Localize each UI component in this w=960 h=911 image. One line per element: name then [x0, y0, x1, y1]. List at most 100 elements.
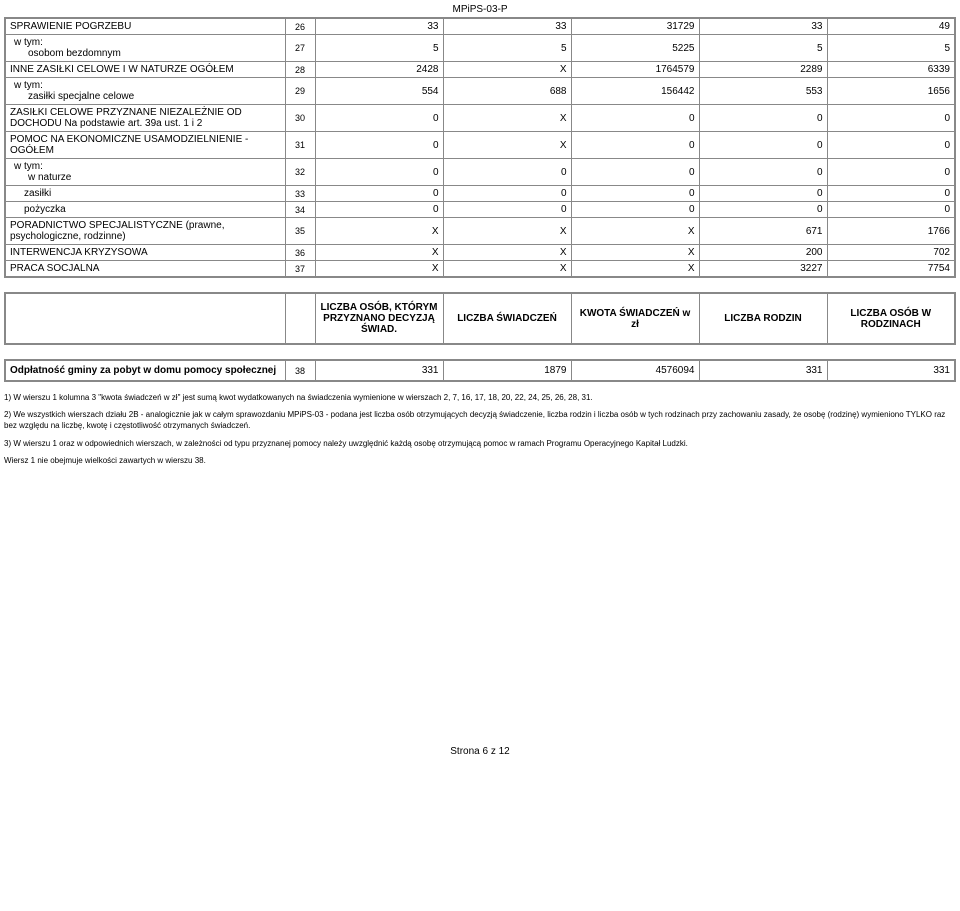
- cell: X: [315, 261, 443, 278]
- cell: X: [443, 62, 571, 78]
- row-label: INNE ZASIŁKI CELOWE I W NATURZE OGÓŁEM: [5, 62, 285, 78]
- t2-c5: 331: [827, 360, 955, 381]
- row-label: w tym:osobom bezdomnym: [5, 35, 285, 62]
- table-row: ZASIŁKI CELOWE PRZYZNANE NIEZALEŻNIE OD …: [5, 105, 955, 132]
- cell: X: [315, 218, 443, 245]
- note-2: 2) We wszystkich wierszach działu 2B - a…: [4, 409, 956, 431]
- row-label: SPRAWIENIE POGRZEBU: [5, 18, 285, 35]
- cell: 554: [315, 78, 443, 105]
- cell: 671: [699, 218, 827, 245]
- h2-c3: KWOTA ŚWIADCZEŃ w zł: [571, 293, 699, 344]
- t2-c4: 331: [699, 360, 827, 381]
- cell: 0: [827, 202, 955, 218]
- row-label: PORADNICTWO SPECJALISTYCZNE (prawne, psy…: [5, 218, 285, 245]
- cell: X: [571, 261, 699, 278]
- cell: 0: [315, 159, 443, 186]
- cell: 1656: [827, 78, 955, 105]
- h2-empty1: [5, 293, 285, 344]
- row-label: w tym:zasiłki specjalne celowe: [5, 78, 285, 105]
- note-1: 1) W wierszu 1 kolumna 3 "kwota świadcze…: [4, 392, 956, 403]
- row-num: 29: [285, 78, 315, 105]
- cell: 5225: [571, 35, 699, 62]
- row-label-line1: w tym:: [10, 37, 281, 48]
- header-table-2: LICZBA OSÓB, KTÓRYM PRZYZNANO DECYZJĄ ŚW…: [4, 292, 956, 345]
- table-2: Odpłatność gminy za pobyt w domu pomocy …: [4, 359, 956, 382]
- table-row: PORADNICTWO SPECJALISTYCZNE (prawne, psy…: [5, 218, 955, 245]
- cell: 0: [315, 202, 443, 218]
- cell: X: [443, 218, 571, 245]
- cell: 1766: [827, 218, 955, 245]
- cell: 688: [443, 78, 571, 105]
- table-row: zasiłki3300000: [5, 186, 955, 202]
- cell: 0: [571, 159, 699, 186]
- row-label: ZASIŁKI CELOWE PRZYZNANE NIEZALEŻNIE OD …: [5, 105, 285, 132]
- cell: X: [571, 245, 699, 261]
- cell: 553: [699, 78, 827, 105]
- t2-num: 38: [285, 360, 315, 381]
- cell: 0: [571, 132, 699, 159]
- row-label: w tym:w naturze: [5, 159, 285, 186]
- row-label: POMOC NA EKONOMICZNE USAMODZIELNIENIE - …: [5, 132, 285, 159]
- row-num: 33: [285, 186, 315, 202]
- row-num: 32: [285, 159, 315, 186]
- h2-c1: LICZBA OSÓB, KTÓRYM PRZYZNANO DECYZJĄ ŚW…: [315, 293, 443, 344]
- table-row: POMOC NA EKONOMICZNE USAMODZIELNIENIE - …: [5, 132, 955, 159]
- t2-label: Odpłatność gminy za pobyt w domu pomocy …: [5, 360, 285, 381]
- cell: 5: [443, 35, 571, 62]
- h2-c2: LICZBA ŚWIADCZEŃ: [443, 293, 571, 344]
- cell: 31729: [571, 18, 699, 35]
- cell: 5: [699, 35, 827, 62]
- note-4: Wiersz 1 nie obejmuje wielkości zawartyc…: [4, 455, 956, 466]
- t2-c2: 1879: [443, 360, 571, 381]
- cell: 0: [699, 186, 827, 202]
- row-num: 37: [285, 261, 315, 278]
- row-num: 31: [285, 132, 315, 159]
- cell: 0: [699, 202, 827, 218]
- cell: 0: [699, 132, 827, 159]
- cell: 156442: [571, 78, 699, 105]
- cell: 0: [571, 202, 699, 218]
- note-3: 3) W wierszu 1 oraz w odpowiednich wiers…: [4, 438, 956, 449]
- table-row: w tym:osobom bezdomnym2755522555: [5, 35, 955, 62]
- cell: X: [443, 261, 571, 278]
- doc-code: MPiPS-03-P: [4, 4, 956, 15]
- cell: 0: [571, 105, 699, 132]
- cell: 33: [699, 18, 827, 35]
- cell: 0: [443, 186, 571, 202]
- table-row: Odpłatność gminy za pobyt w domu pomocy …: [5, 360, 955, 381]
- row-num: 36: [285, 245, 315, 261]
- cell: X: [443, 132, 571, 159]
- cell: 0: [699, 105, 827, 132]
- cell: 702: [827, 245, 955, 261]
- cell: 0: [571, 186, 699, 202]
- cell: 0: [315, 186, 443, 202]
- cell: 5: [827, 35, 955, 62]
- cell: 6339: [827, 62, 955, 78]
- cell: 0: [827, 186, 955, 202]
- cell: 2289: [699, 62, 827, 78]
- h2-c4: LICZBA RODZIN: [699, 293, 827, 344]
- table-row: w tym:zasiłki specjalne celowe2955468815…: [5, 78, 955, 105]
- cell: 0: [827, 105, 955, 132]
- cell: X: [571, 218, 699, 245]
- cell: 49: [827, 18, 955, 35]
- row-label-line2: zasiłki specjalne celowe: [10, 91, 281, 102]
- cell: 5: [315, 35, 443, 62]
- cell: X: [443, 245, 571, 261]
- h2-empty2: [285, 293, 315, 344]
- page-footer: Strona 6 z 12: [4, 746, 956, 757]
- cell: 0: [443, 202, 571, 218]
- cell: 0: [827, 132, 955, 159]
- row-num: 35: [285, 218, 315, 245]
- row-label: pożyczka: [5, 202, 285, 218]
- cell: 7754: [827, 261, 955, 278]
- t2-c3: 4576094: [571, 360, 699, 381]
- row-num: 26: [285, 18, 315, 35]
- row-label-line2: w naturze: [10, 172, 281, 183]
- cell: 0: [827, 159, 955, 186]
- cell: 1764579: [571, 62, 699, 78]
- cell: 0: [315, 132, 443, 159]
- row-num: 27: [285, 35, 315, 62]
- table-row: SPRAWIENIE POGRZEBU263333317293349: [5, 18, 955, 35]
- h2-c5: LICZBA OSÓB W RODZINACH: [827, 293, 955, 344]
